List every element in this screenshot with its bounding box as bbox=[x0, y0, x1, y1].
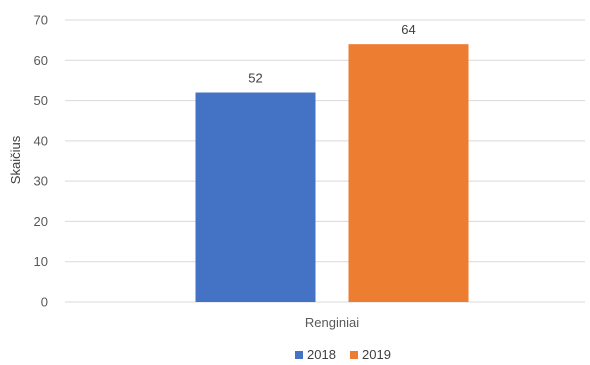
y-tick-label: 10 bbox=[34, 254, 48, 269]
legend-swatch-2018 bbox=[295, 351, 303, 359]
x-axis-ticks: Renginiai bbox=[305, 315, 359, 330]
legend-swatch-2019 bbox=[350, 351, 358, 359]
data-label-2018: 52 bbox=[248, 71, 262, 86]
legend-label-2018: 2018 bbox=[307, 347, 336, 362]
bar-2018 bbox=[195, 92, 316, 302]
y-axis-ticks: 0 10 20 30 40 50 60 70 bbox=[34, 13, 48, 310]
y-tick-label: 40 bbox=[34, 133, 48, 148]
y-tick-label: 0 bbox=[41, 295, 48, 310]
bar-2019 bbox=[348, 44, 469, 303]
y-tick-label: 20 bbox=[34, 214, 48, 229]
data-labels: 52 64 bbox=[248, 22, 415, 85]
y-tick-label: 60 bbox=[34, 53, 48, 68]
x-tick-label: Renginiai bbox=[305, 315, 359, 330]
bars bbox=[195, 44, 469, 303]
y-tick-label: 70 bbox=[34, 13, 48, 28]
gridlines bbox=[65, 19, 585, 303]
data-label-2019: 64 bbox=[401, 22, 415, 37]
legend: 2018 2019 bbox=[295, 347, 391, 362]
legend-label-2019: 2019 bbox=[362, 347, 391, 362]
y-axis-title: Skaičius bbox=[8, 135, 23, 184]
y-tick-label: 30 bbox=[34, 174, 48, 189]
y-tick-label: 50 bbox=[34, 93, 48, 108]
